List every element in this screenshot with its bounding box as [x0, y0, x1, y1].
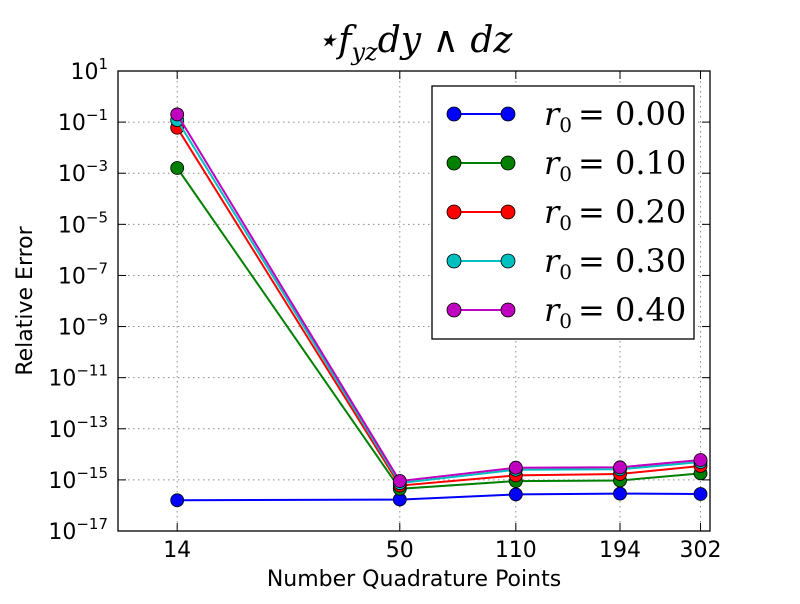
legend-marker [500, 302, 516, 318]
y-tick-label: 10−17 [48, 515, 108, 545]
chart-title-text: ⋆fyzdy ∧ dz [316, 20, 514, 66]
y-tick-label: 10−5 [58, 208, 108, 238]
data-series [170, 107, 708, 508]
y-tick-label: 10−9 [58, 311, 108, 341]
series-4 [170, 107, 708, 488]
legend-marker [446, 204, 462, 220]
y-tick-label: 101 [70, 55, 108, 85]
chart-title: ⋆fyzdy ∧ dz [316, 20, 514, 66]
legend-item: r0 = 0.30 [446, 242, 686, 284]
data-point [693, 453, 708, 467]
legend-marker [500, 204, 516, 220]
data-point [170, 493, 185, 508]
y-tick-label: 10−7 [58, 259, 108, 289]
legend: r0 = 0.00 r0 = 0.10 r0 = 0.20 r0 = 0.30 r0 = 0.40 [431, 85, 695, 340]
x-tick-label: 14 [163, 538, 191, 563]
x-tick-label: 50 [386, 538, 414, 563]
axis-ticks: 10−17 10−15 10−13 10−11 10−9 10−7 10−5 10−3 10−1… [48, 55, 721, 563]
x-axis-title: Number Quadrature Points [267, 567, 561, 592]
legend-item: r0 = 0.20 [446, 193, 686, 235]
legend-marker [500, 155, 516, 171]
data-point [170, 161, 185, 175]
legend-item: r0 = 0.00 [446, 95, 686, 137]
legend-marker [446, 106, 462, 122]
legend-marker [446, 253, 462, 269]
y-tick-label: 10−13 [48, 413, 108, 443]
data-point [508, 487, 523, 502]
data-point [693, 487, 708, 501]
series-0 [170, 486, 708, 508]
legend-label: r0 = 0.40 [544, 291, 686, 333]
y-tick-label: 10−15 [48, 464, 108, 494]
legend-label: r0 = 0.10 [544, 144, 686, 186]
x-tick-label: 110 [495, 538, 537, 563]
legend-label: r0 = 0.30 [544, 242, 686, 284]
y-tick-label: 10−1 [58, 106, 108, 136]
legend-marker [500, 253, 516, 269]
data-point [170, 107, 185, 122]
legend-item: r0 = 0.40 [446, 291, 686, 333]
legend-marker [446, 302, 462, 318]
legend-label: r0 = 0.00 [544, 95, 686, 137]
x-tick-label: 302 [680, 538, 722, 563]
x-tick-label: 194 [599, 538, 641, 563]
y-tick-label: 10−11 [48, 362, 108, 392]
legend-item: r0 = 0.10 [446, 144, 686, 186]
legend-marker [500, 106, 516, 122]
data-point [508, 460, 523, 475]
data-point [392, 474, 407, 488]
legend-label: r0 = 0.20 [544, 193, 686, 235]
legend-marker [446, 155, 462, 171]
plot-frame [117, 70, 711, 532]
y-tick-label: 10−3 [58, 157, 108, 187]
y-axis-title: Relative Error [13, 225, 38, 375]
data-point [613, 486, 627, 501]
data-point [613, 460, 627, 475]
